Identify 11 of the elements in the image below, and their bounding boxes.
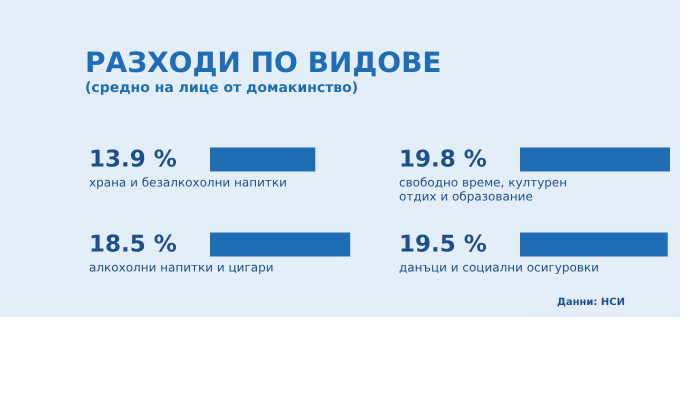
y-tick-label: свободно време, културен отдих и образование — [399, 176, 568, 204]
y-tick-label: алкохолни напитки и цигари — [89, 260, 274, 274]
y-tick-label: храна и безалкохолни напитки — [89, 176, 287, 190]
data-label: 18.5 % — [89, 232, 177, 258]
data-label: 19.5 % — [399, 232, 487, 258]
y-tick-label: данъци и социални осигуровки — [399, 260, 599, 274]
chart-subtitle: (средно на лице от домакинство) — [85, 80, 358, 96]
chart-title: РАЗХОДИ ПО ВИДОВЕ — [85, 46, 442, 79]
annotation: Данни: НСИ — [556, 297, 625, 308]
data-label: 19.8 % — [399, 146, 487, 172]
data-label: 13.9 % — [89, 146, 177, 172]
